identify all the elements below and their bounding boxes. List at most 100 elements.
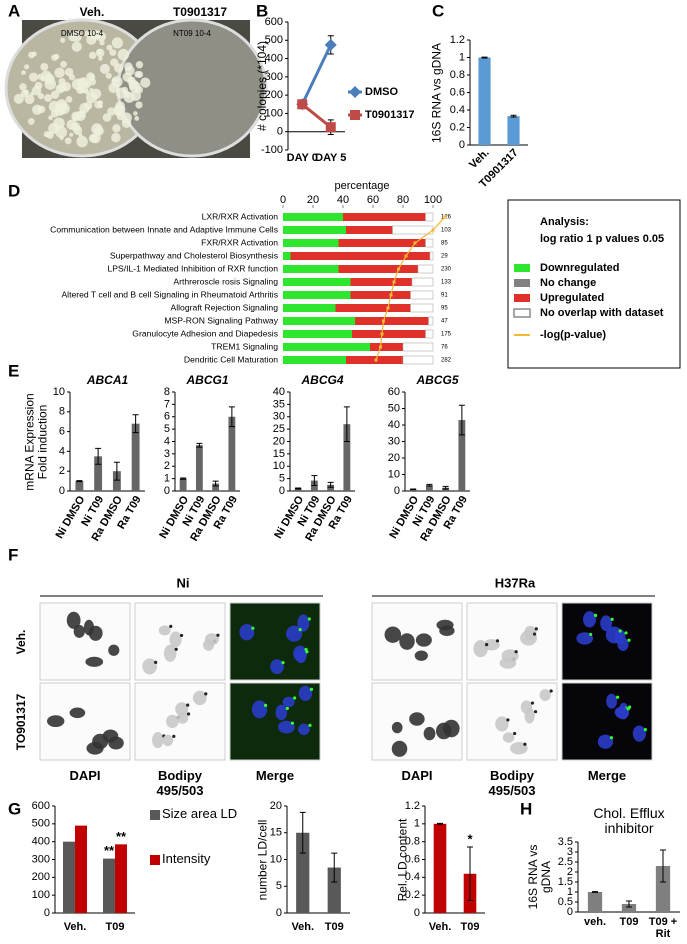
cell	[583, 611, 597, 628]
y-tick-label: 0	[279, 485, 285, 497]
cell	[415, 633, 432, 647]
y-tick-label: 3	[164, 448, 170, 460]
bar	[327, 484, 335, 491]
cell	[192, 690, 207, 706]
cell	[409, 712, 425, 726]
count-label: 76	[441, 345, 448, 351]
cell	[391, 721, 403, 734]
y-tick-label: 10	[53, 386, 65, 398]
plate-label: T0901317	[173, 5, 227, 19]
category-label: LXR/RXR Activation	[202, 211, 279, 221]
lipid-droplet	[523, 742, 527, 746]
colony	[111, 37, 124, 49]
group-label: Ni	[177, 575, 190, 590]
lipid-droplet	[615, 695, 620, 699]
x-tick-label: T09	[106, 921, 125, 933]
colony	[13, 93, 24, 104]
cell	[605, 626, 623, 644]
y-tick-label: 2	[567, 866, 573, 878]
bar-segment	[283, 226, 346, 234]
y-tick-label: 600	[265, 16, 283, 28]
cell	[86, 742, 104, 755]
colony	[32, 104, 43, 115]
count-label: 29	[441, 254, 448, 260]
y-tick-label: 0.4	[405, 871, 420, 883]
marker	[324, 38, 337, 51]
y-tick-label: 8	[59, 406, 65, 418]
cell	[152, 732, 164, 749]
cell	[597, 734, 614, 749]
category-label: FXR/RXR Activation	[201, 237, 278, 247]
cell	[501, 649, 519, 663]
row-label: TO901317	[14, 693, 28, 750]
legend-box	[507, 199, 681, 369]
colony	[115, 101, 125, 111]
y-tick-label: 15	[273, 448, 285, 460]
colony	[88, 51, 97, 60]
colony	[60, 37, 66, 43]
cell	[270, 659, 284, 674]
y-tick-label: 1	[164, 473, 170, 485]
error-bar	[113, 461, 120, 481]
lipid-droplet	[534, 627, 538, 631]
lipid-droplet	[154, 660, 158, 664]
bar	[63, 841, 75, 913]
axis-title: percentage	[334, 180, 389, 192]
bar-segment	[370, 343, 403, 351]
bar	[343, 424, 351, 491]
colony	[68, 73, 76, 81]
cell	[439, 625, 455, 636]
bar	[131, 423, 140, 491]
chart-title: ABCG1	[185, 373, 228, 387]
bar	[115, 844, 127, 913]
panel-label: F	[8, 545, 18, 564]
cell	[85, 656, 104, 667]
lipid-droplet	[618, 629, 622, 633]
category-label: Superpathway and Cholesterol Biosynthesi…	[110, 250, 278, 260]
y-tick-label: 100	[265, 107, 283, 119]
p-value-point	[431, 228, 435, 232]
y-tick-label: 0.4	[450, 104, 465, 116]
bar-segment	[283, 239, 339, 247]
lipid-droplet	[532, 632, 537, 636]
error-bar	[196, 442, 203, 448]
y-tick-label: 0	[164, 485, 170, 497]
error-bar	[212, 480, 219, 487]
cell	[399, 633, 415, 650]
y-tick-label: 400	[265, 52, 283, 64]
error-bar	[442, 485, 449, 490]
cell	[520, 630, 538, 646]
x-tick-label: 20	[307, 194, 319, 206]
bar-segment	[283, 304, 336, 312]
y-tick-label: 0	[394, 485, 400, 497]
micrograph	[39, 602, 131, 681]
bar-segment	[402, 355, 434, 365]
colony	[27, 118, 35, 125]
x-tick-label: Veh.	[429, 921, 452, 933]
legend-label: -log(p-value)	[540, 329, 606, 341]
lipid-droplet	[186, 712, 191, 716]
cell	[142, 658, 158, 675]
cell	[384, 626, 402, 643]
bar-segment	[343, 213, 426, 221]
colony	[48, 115, 54, 121]
y-tick-label: 50	[388, 402, 400, 414]
bar	[587, 892, 603, 912]
legend-swatch	[514, 294, 530, 302]
category-label: Granulocyte Adhesion and Diapedesis	[132, 328, 278, 338]
bar	[179, 478, 187, 491]
bar-segment	[283, 213, 343, 221]
cell	[163, 644, 177, 662]
error-bar	[481, 56, 488, 59]
bar-segment	[425, 212, 434, 222]
cell	[576, 632, 594, 645]
bar-segment	[402, 342, 434, 352]
bar	[75, 481, 84, 491]
bar-segment	[429, 251, 434, 261]
bar	[94, 456, 103, 491]
plate-writing: NT09 10-4	[173, 29, 211, 38]
annotation: **	[104, 843, 115, 858]
panel-label: E	[8, 361, 19, 380]
panel-label: H	[520, 799, 532, 818]
